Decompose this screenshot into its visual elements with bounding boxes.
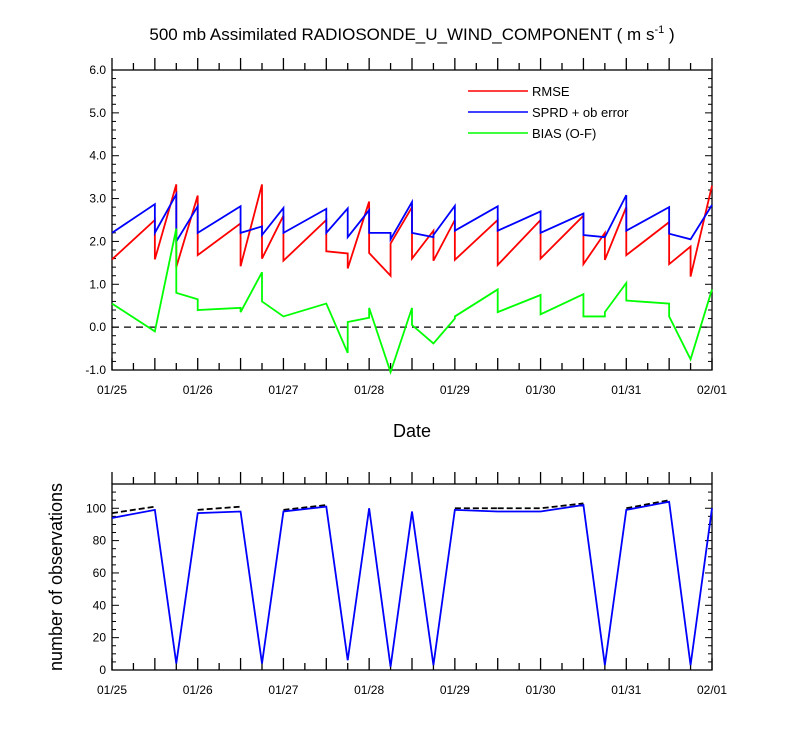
bottom-series-possible-observations bbox=[497, 502, 584, 510]
top-xtick-label: 01/26 bbox=[183, 383, 213, 397]
top-xtick-label: 01/30 bbox=[526, 383, 556, 397]
top-series-rmse bbox=[111, 184, 713, 278]
bottom-ytick-label: 100 bbox=[86, 501, 106, 515]
top-ytick-label: -1.0 bbox=[85, 363, 106, 377]
bottom-xtick-label: 01/28 bbox=[354, 683, 384, 697]
bottom-xtick-label: 01/31 bbox=[611, 683, 641, 697]
bottom-ytick-label: 40 bbox=[93, 598, 107, 612]
top-series-sprd-ob-error bbox=[111, 190, 713, 245]
top-xtick-label: 02/01 bbox=[697, 383, 727, 397]
top-series-group bbox=[111, 184, 713, 375]
top-ytick-label: 4.0 bbox=[89, 149, 106, 163]
top-ytick-label: 2.0 bbox=[89, 234, 106, 248]
bottom-xtick-label: 01/27 bbox=[268, 683, 298, 697]
bottom-ytick-label: 0 bbox=[99, 663, 106, 677]
legend: RMSE SPRD + ob error BIAS (O-F) bbox=[468, 84, 629, 141]
bottom-xtick-label: 02/01 bbox=[697, 683, 727, 697]
top-ytick-label: 3.0 bbox=[89, 192, 106, 206]
bottom-y-axis-title: number of observations bbox=[46, 483, 66, 671]
top-ytick-label: 0.0 bbox=[89, 320, 106, 334]
top-axes: -1.0 0.0 1.0 2.0 3.0 4.0 5.0 6.0 01/25 01/26 01/27… bbox=[85, 58, 727, 397]
bottom-ytick-label: 20 bbox=[93, 631, 107, 645]
bottom-axes: 0 20 40 60 80 100 01/25 01/26 01/27 01/28 01/29 01/… bbox=[86, 472, 727, 697]
top-xtick-label: 01/27 bbox=[268, 383, 298, 397]
bottom-series-possible-observations bbox=[283, 504, 327, 511]
top-xtick-label: 01/29 bbox=[440, 383, 470, 397]
top-xtick-label: 01/25 bbox=[97, 383, 127, 397]
bottom-xtick-label: 01/26 bbox=[183, 683, 213, 697]
top-ytick-label: 5.0 bbox=[89, 106, 106, 120]
bottom-series-group bbox=[111, 499, 713, 667]
top-ytick-label: 6.0 bbox=[89, 63, 106, 77]
bottom-xtick-label: 01/30 bbox=[526, 683, 556, 697]
chart-title: 500 mb Assimilated RADIOSONDE_U_WIND_COM… bbox=[149, 24, 674, 44]
legend-label-bias: BIAS (O-F) bbox=[532, 126, 596, 141]
bottom-xtick-label: 01/29 bbox=[440, 683, 470, 697]
bottom-ytick-label: 80 bbox=[93, 534, 107, 548]
legend-label-rmse: RMSE bbox=[532, 84, 570, 99]
bottom-series-assimilated-observations bbox=[111, 500, 713, 667]
top-x-axis-title: Date bbox=[393, 421, 431, 441]
top-ytick-label: 1.0 bbox=[89, 277, 106, 291]
bottom-xtick-label: 01/25 bbox=[97, 683, 127, 697]
bottom-series-possible-observations bbox=[197, 505, 241, 511]
top-series-bias-o-f bbox=[111, 228, 713, 375]
bottom-ytick-label: 60 bbox=[93, 566, 107, 580]
top-xtick-label: 01/28 bbox=[354, 383, 384, 397]
top-xtick-label: 01/31 bbox=[611, 383, 641, 397]
legend-label-sprd: SPRD + ob error bbox=[532, 105, 629, 120]
bottom-series-possible-observations bbox=[626, 499, 670, 510]
bottom-series-possible-observations bbox=[111, 505, 155, 514]
